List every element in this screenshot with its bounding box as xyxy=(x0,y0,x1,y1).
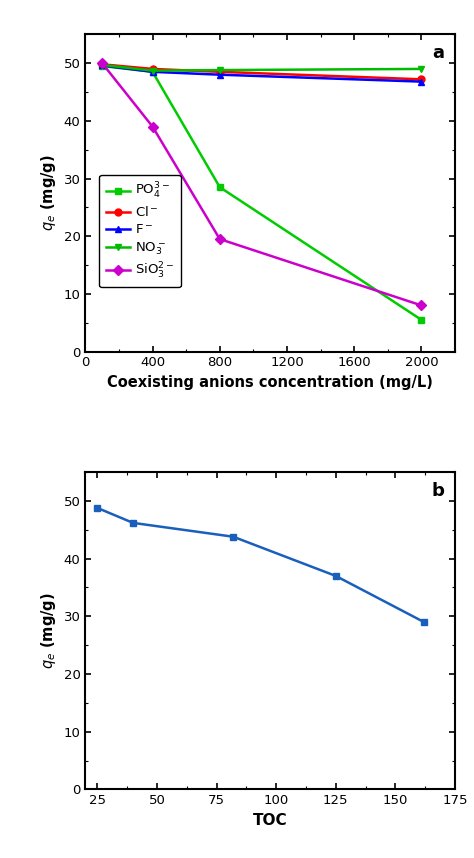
Text: b: b xyxy=(431,481,444,499)
Line: $\mathrm{Cl^-}$: $\mathrm{Cl^-}$ xyxy=(99,61,425,82)
$\mathrm{F^-}$ xyxy=(217,69,223,80)
Y-axis label: $q_e$ (mg/g): $q_e$ (mg/g) xyxy=(39,154,58,232)
$\mathrm{SiO_3^{2-}}$ xyxy=(419,300,424,311)
$\mathrm{Cl^-}$ xyxy=(150,63,155,74)
X-axis label: Coexisting anions concentration (mg/L): Coexisting anions concentration (mg/L) xyxy=(107,375,433,390)
$\mathrm{Cl^-}$ xyxy=(419,74,424,84)
$\mathrm{PO_4^{3-}}$ xyxy=(99,61,105,71)
$\mathrm{F^-}$ xyxy=(99,60,105,70)
$\mathrm{PO_4^{3-}}$ xyxy=(150,67,155,77)
$\mathrm{SiO_3^{2-}}$ xyxy=(99,58,105,69)
Y-axis label: $q_e$ (mg/g): $q_e$ (mg/g) xyxy=(39,592,58,669)
Line: $\mathrm{PO_4^{3-}}$: $\mathrm{PO_4^{3-}}$ xyxy=(99,63,425,323)
$\mathrm{PO_4^{3-}}$ xyxy=(419,315,424,325)
$\mathrm{Cl^-}$ xyxy=(99,59,105,69)
$\mathrm{NO_3^-}$ xyxy=(150,65,155,76)
Text: a: a xyxy=(432,44,444,62)
$\mathrm{NO_3^-}$ xyxy=(217,65,223,76)
$\mathrm{F^-}$ xyxy=(419,76,424,87)
$\mathrm{Cl^-}$ xyxy=(217,67,223,77)
Line: $\mathrm{NO_3^-}$: $\mathrm{NO_3^-}$ xyxy=(99,62,425,74)
Line: $\mathrm{F^-}$: $\mathrm{F^-}$ xyxy=(99,62,425,85)
$\mathrm{NO_3^-}$ xyxy=(99,60,105,70)
$\mathrm{PO_4^{3-}}$ xyxy=(217,182,223,192)
Line: $\mathrm{SiO_3^{2-}}$: $\mathrm{SiO_3^{2-}}$ xyxy=(99,60,425,309)
$\mathrm{NO_3^-}$ xyxy=(419,63,424,74)
$\mathrm{SiO_3^{2-}}$ xyxy=(150,122,155,132)
Legend: $\mathrm{PO_4^{3-}}$, $\mathrm{Cl^-}$, $\mathrm{F^-}$, $\mathrm{NO_3^-}$, $\math: $\mathrm{PO_4^{3-}}$, $\mathrm{Cl^-}$, $… xyxy=(100,175,181,287)
X-axis label: TOC: TOC xyxy=(253,813,288,828)
$\mathrm{SiO_3^{2-}}$ xyxy=(217,234,223,245)
$\mathrm{F^-}$ xyxy=(150,67,155,77)
